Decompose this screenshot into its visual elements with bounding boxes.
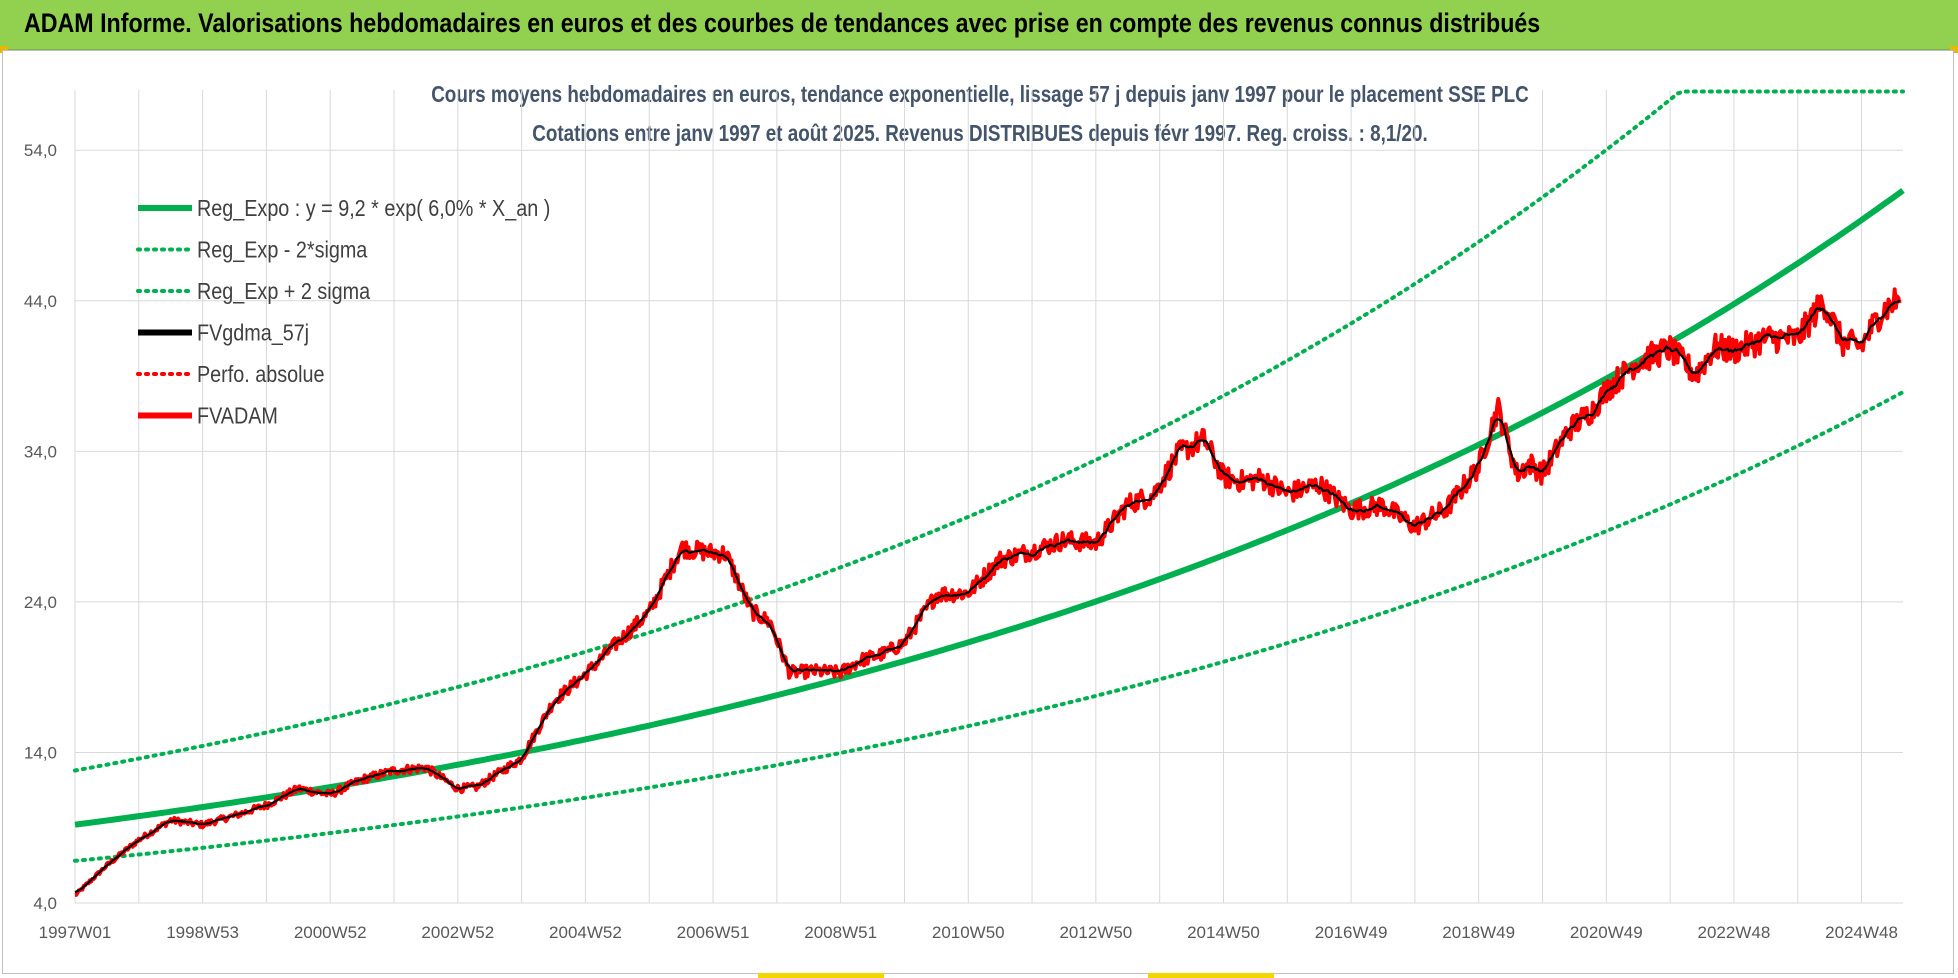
- x-tick-label: 2016W49: [1315, 923, 1388, 942]
- legend-label: Reg_Exp + 2 sigma: [197, 279, 370, 305]
- x-tick-label: 2000W52: [294, 923, 367, 942]
- legend-label: Reg_Expo : y = 9,2 * exp( 6,0% * X_an ): [197, 196, 550, 222]
- legend-label: Reg_Exp - 2*sigma: [197, 237, 367, 263]
- legend-label: FVgdma_57j: [197, 320, 309, 346]
- series-group: [73, 89, 1905, 897]
- y-tick-label: 4,0: [33, 894, 57, 913]
- x-tick-label: 2020W49: [1570, 923, 1643, 942]
- y-tick-label: 24,0: [24, 593, 57, 612]
- chart-title-line2: Cotations entre janv 1997 et août 2025. …: [532, 121, 1427, 146]
- bottom-strip-right: [1148, 973, 1274, 978]
- legend-label: FVADAM: [197, 403, 278, 429]
- corner-marker-left: [0, 46, 8, 53]
- y-tick-label: 34,0: [24, 442, 57, 461]
- x-tick-label: 1997W01: [39, 923, 112, 942]
- legend: Reg_Expo : y = 9,2 * exp( 6,0% * X_an ) R…: [136, 196, 550, 429]
- y-tick-label: 54,0: [24, 141, 57, 160]
- x-tick-label: 2002W52: [421, 923, 494, 942]
- series-line-1: [73, 390, 1905, 863]
- page-title: ADAM Informe. Valorisations hebdomadaire…: [24, 8, 1541, 38]
- x-tick-label: 2010W50: [932, 923, 1005, 942]
- x-tick-label: 2024W48: [1825, 923, 1898, 942]
- gridlines: [74, 90, 1903, 904]
- y-axis: 4,0 14,0 24,0 34,0 44,0 54,0: [24, 141, 57, 913]
- x-tick-label: 2022W48: [1698, 923, 1771, 942]
- bottom-strip-left: [758, 973, 884, 978]
- title-bar: ADAM Informe. Valorisations hebdomadaire…: [0, 0, 1958, 50]
- x-axis: 1997W01 1998W53 2000W52 2002W52 2004W52 2006W…: [39, 923, 1898, 942]
- legend-label: Perfo. absolue: [197, 362, 324, 388]
- chart-frame: [2, 50, 1954, 974]
- series-line-2: [73, 89, 1905, 773]
- x-tick-label: 2014W50: [1187, 923, 1260, 942]
- y-tick-label: 44,0: [24, 292, 57, 311]
- corner-marker-right: [1950, 46, 1958, 53]
- x-tick-label: 2006W51: [677, 923, 750, 942]
- y-tick-label: 14,0: [24, 743, 57, 762]
- x-tick-label: 2018W49: [1442, 923, 1515, 942]
- x-tick-label: 2008W51: [804, 923, 877, 942]
- x-tick-label: 2012W50: [1059, 923, 1132, 942]
- chart-title-line1: Cours moyens hebdomadaires en euros, ten…: [431, 82, 1529, 107]
- x-tick-label: 2004W52: [549, 923, 622, 942]
- x-tick-label: 1998W53: [166, 923, 239, 942]
- series-line-fvgdma: [74, 299, 1901, 894]
- series-line-fvadam: [74, 287, 1902, 897]
